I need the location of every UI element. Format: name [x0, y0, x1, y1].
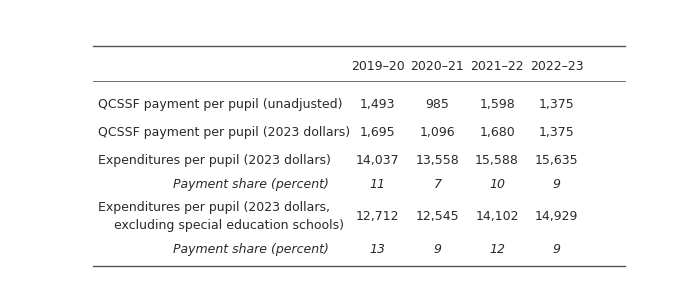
- Text: 15,635: 15,635: [535, 154, 579, 167]
- Text: 2021–22: 2021–22: [470, 60, 524, 73]
- Text: 2019–20: 2019–20: [351, 60, 405, 73]
- Text: 1,680: 1,680: [480, 126, 515, 139]
- Text: QCSSF payment per pupil (unadjusted): QCSSF payment per pupil (unadjusted): [98, 98, 343, 111]
- Text: 15,588: 15,588: [475, 154, 519, 167]
- Text: 13,558: 13,558: [416, 154, 459, 167]
- Text: 12,545: 12,545: [416, 210, 459, 223]
- Text: 9: 9: [553, 178, 561, 191]
- Text: 1,493: 1,493: [360, 98, 395, 111]
- Text: 1,375: 1,375: [539, 98, 575, 111]
- Text: 12,712: 12,712: [356, 210, 400, 223]
- Text: 14,929: 14,929: [535, 210, 578, 223]
- Text: 2022–23: 2022–23: [530, 60, 584, 73]
- Text: 11: 11: [370, 178, 386, 191]
- Text: 14,102: 14,102: [475, 210, 519, 223]
- Text: 12: 12: [489, 243, 505, 256]
- Text: 1,096: 1,096: [419, 126, 455, 139]
- Text: 10: 10: [489, 178, 505, 191]
- Text: Payment share (percent): Payment share (percent): [173, 243, 329, 256]
- Text: 14,037: 14,037: [356, 154, 400, 167]
- Text: 1,375: 1,375: [539, 126, 575, 139]
- Text: 2020–21: 2020–21: [410, 60, 464, 73]
- Text: Expenditures per pupil (2023 dollars,
    excluding special education schools): Expenditures per pupil (2023 dollars, ex…: [98, 201, 344, 232]
- Text: Payment share (percent): Payment share (percent): [173, 178, 329, 191]
- Text: 7: 7: [433, 178, 442, 191]
- Text: 9: 9: [433, 243, 442, 256]
- Text: 985: 985: [426, 98, 449, 111]
- Text: QCSSF payment per pupil (2023 dollars): QCSSF payment per pupil (2023 dollars): [98, 126, 351, 139]
- Text: 1,598: 1,598: [480, 98, 515, 111]
- Text: Expenditures per pupil (2023 dollars): Expenditures per pupil (2023 dollars): [98, 154, 331, 167]
- Text: 13: 13: [370, 243, 386, 256]
- Text: 9: 9: [553, 243, 561, 256]
- Text: 1,695: 1,695: [360, 126, 395, 139]
